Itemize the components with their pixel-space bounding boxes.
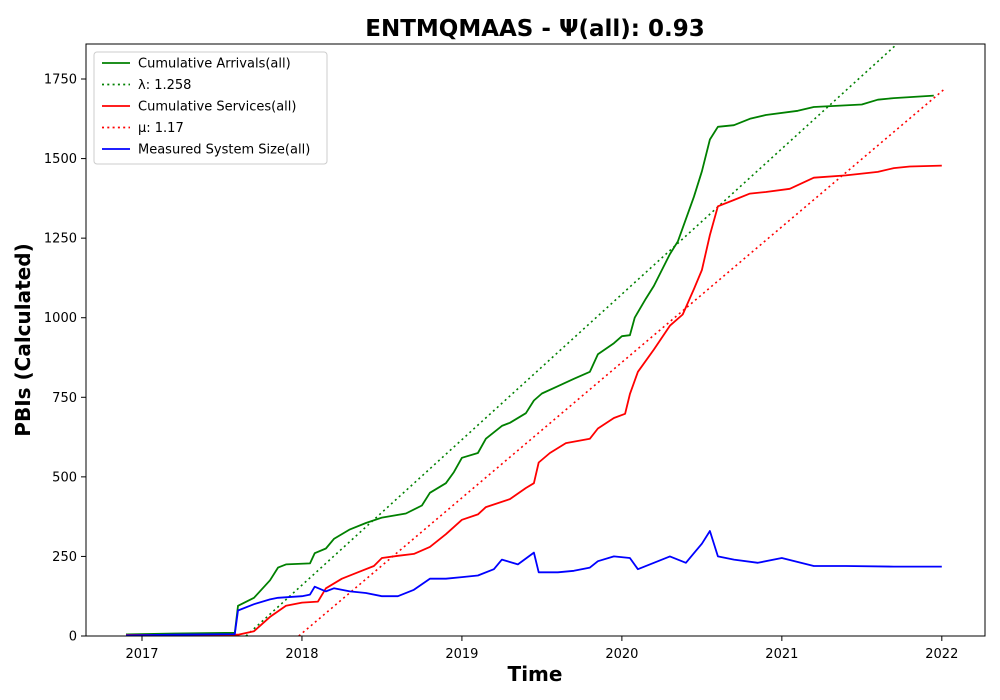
y-tick-label: 750 [52,391,77,406]
x-axis: 2017 2018 2019 2020 2021 2022 [125,636,958,662]
series-line-0 [125,94,934,636]
plot-area [125,44,946,636]
chart-title: ENTMQMAAS - Ψ(all): 0.93 [365,16,705,42]
legend-item-label: Measured System Size(all) [138,143,310,158]
legend-item-label: λ: 1.258 [138,78,191,93]
y-tick-label: 0 [69,630,77,645]
y-tick-label: 1500 [44,152,77,167]
plot-frame [85,43,986,637]
series-line-4 [125,530,942,636]
legend-item-label: μ: 1.17 [138,121,184,136]
y-axis: 0 250 500 750 1000 1250 1500 1750 [44,73,86,645]
x-tick-label: 2021 [765,647,798,662]
series-line-1 [245,44,898,636]
x-tick-label: 2018 [285,647,318,662]
x-tick-label: 2019 [445,647,478,662]
legend-item-label: Cumulative Services(all) [138,100,296,115]
y-axis-label: PBIs (Calculated) [11,243,35,436]
x-tick-label: 2020 [605,647,638,662]
series-line-2 [125,164,942,636]
series-line-3 [298,87,946,636]
y-tick-label: 250 [52,550,77,565]
legend-box [93,51,328,165]
x-axis-label: Time [508,662,563,686]
y-tick-label: 1250 [44,232,77,247]
y-tick-label: 1000 [44,311,77,326]
y-tick-label: 500 [52,470,77,485]
x-tick-label: 2022 [925,647,958,662]
legend-item-label: Cumulative Arrivals(all) [138,57,291,72]
legend: Cumulative Arrivals(all) λ: 1.258 Cumulati… [93,51,328,165]
y-tick-label: 1750 [44,73,77,88]
x-tick-label: 2017 [125,647,158,662]
